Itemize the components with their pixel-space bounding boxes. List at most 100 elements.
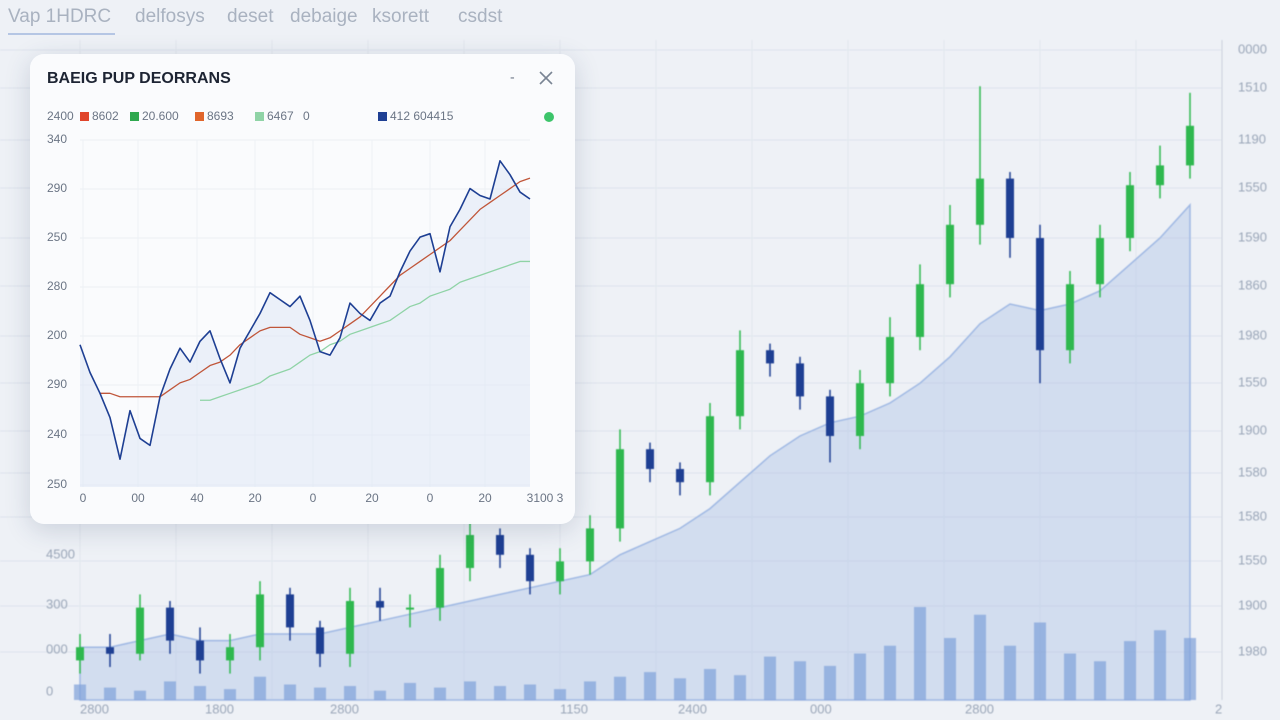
candle-body	[646, 449, 654, 469]
candle-body	[706, 416, 714, 483]
volume-bar	[104, 687, 116, 700]
legend-swatch	[80, 112, 89, 121]
candle-body	[826, 396, 834, 436]
candle-body	[676, 469, 684, 483]
minimize-button[interactable]: -	[510, 69, 515, 85]
volume-bar	[434, 687, 446, 700]
tab[interactable]: ksorett	[372, 6, 430, 27]
volume-bar	[464, 681, 476, 700]
candle-body	[76, 647, 84, 661]
legend-label: 8602	[92, 109, 119, 123]
candle-body	[586, 528, 594, 562]
candle-body	[1006, 178, 1014, 238]
x-axis-label: 20	[365, 491, 379, 505]
y-axis-label: 1860	[1238, 277, 1267, 292]
y-axis-label: 290	[47, 181, 67, 195]
moving-average-area	[79, 203, 1191, 701]
volume-bar	[794, 661, 806, 700]
popup-window: BAEIG PUP DEORRANS - 2400 8602 20.600 8693 6…	[30, 54, 575, 524]
legend-swatch	[378, 112, 387, 121]
candle-body	[346, 601, 354, 654]
legend-extra: 0	[303, 109, 310, 123]
y-axis-label: 1580	[1238, 508, 1267, 523]
candle-body	[556, 561, 564, 582]
legend-label: 6467	[267, 109, 294, 123]
volume-bar	[1064, 653, 1076, 700]
volume-bar	[674, 678, 686, 700]
candle-body	[406, 607, 414, 610]
volume-bar	[734, 675, 746, 700]
candle-body	[736, 350, 744, 417]
volume-bar	[1034, 622, 1046, 700]
legend-label: 20.600	[142, 109, 179, 123]
y-axis-label: 1900	[1238, 597, 1267, 612]
volume-bar	[494, 686, 506, 700]
legend-label: 8693	[207, 109, 234, 123]
y-axis-label: 0000	[1238, 41, 1267, 56]
x-axis-label: 2400	[678, 701, 707, 716]
candle-body	[106, 647, 114, 654]
y-axis-label: 200	[47, 328, 67, 342]
y-axis-label: 1590	[1238, 229, 1267, 244]
volume-bar	[554, 689, 566, 700]
popup-chart: BAEIG PUP DEORRANS - 2400 8602 20.600 8693 6…	[47, 69, 564, 505]
y-axis-label: 250	[47, 230, 67, 244]
x-axis-label: 0	[310, 491, 317, 505]
volume-bar	[974, 614, 986, 700]
y-axis-label: 1550	[1238, 552, 1267, 567]
tab[interactable]: debaige	[290, 6, 358, 27]
y-axis-label: 340	[47, 132, 67, 146]
series-line	[100, 177, 531, 398]
x-axis-label: 00	[131, 491, 145, 505]
candle-body	[796, 363, 804, 397]
candle-body	[916, 284, 924, 337]
tab[interactable]: deset	[227, 6, 274, 27]
volume-bar	[644, 672, 656, 700]
tab[interactable]: delfosys	[135, 6, 205, 27]
candle-body	[526, 554, 534, 582]
y-axis-label: 300	[46, 596, 68, 611]
legend-label: 412 604415	[390, 109, 454, 123]
tab[interactable]: Vap 1HDRC	[8, 6, 111, 27]
volume-bar	[284, 684, 296, 700]
volume-bar	[1184, 638, 1196, 700]
candle-body	[1126, 185, 1134, 238]
x-axis-label: 20	[248, 491, 262, 505]
volume-bar	[584, 681, 596, 700]
series-area	[80, 160, 530, 487]
x-axis-label: 1150	[560, 701, 588, 716]
status-dot	[544, 112, 554, 122]
candle-body	[376, 601, 384, 608]
candle-body	[436, 568, 444, 608]
candle-body	[1156, 165, 1164, 186]
volume-bar	[884, 645, 896, 700]
legend-swatch	[255, 112, 264, 121]
candle-body	[976, 178, 984, 225]
y-axis-label: 1980	[1238, 327, 1267, 342]
tab[interactable]: csdst	[458, 6, 503, 27]
legend-swatch	[130, 112, 139, 121]
volume-bar	[1004, 645, 1016, 700]
x-axis-label: 20	[478, 491, 492, 505]
volume-bar	[194, 686, 206, 700]
y-axis-label: 290	[47, 377, 67, 391]
y-axis-label: 1550	[1238, 374, 1267, 389]
candle-body	[316, 627, 324, 654]
candle-body	[1186, 125, 1194, 166]
volume-bar	[704, 669, 716, 700]
y-axis-label: 250	[47, 477, 67, 491]
volume-bar	[404, 682, 416, 700]
y-axis-label: 0	[46, 683, 53, 698]
candle-body	[286, 594, 294, 628]
y-axis-label: 1980	[1238, 643, 1267, 658]
x-axis-label: 0	[427, 491, 434, 505]
x-axis-label: 40	[190, 491, 204, 505]
volume-bar	[764, 656, 776, 700]
volume-bar	[944, 638, 956, 700]
close-button[interactable]	[539, 71, 553, 85]
candle-body	[886, 337, 894, 384]
candle-body	[226, 647, 234, 661]
volume-bar	[134, 690, 146, 700]
x-axis-label: 3100 3	[527, 491, 564, 505]
candle-body	[166, 607, 174, 641]
